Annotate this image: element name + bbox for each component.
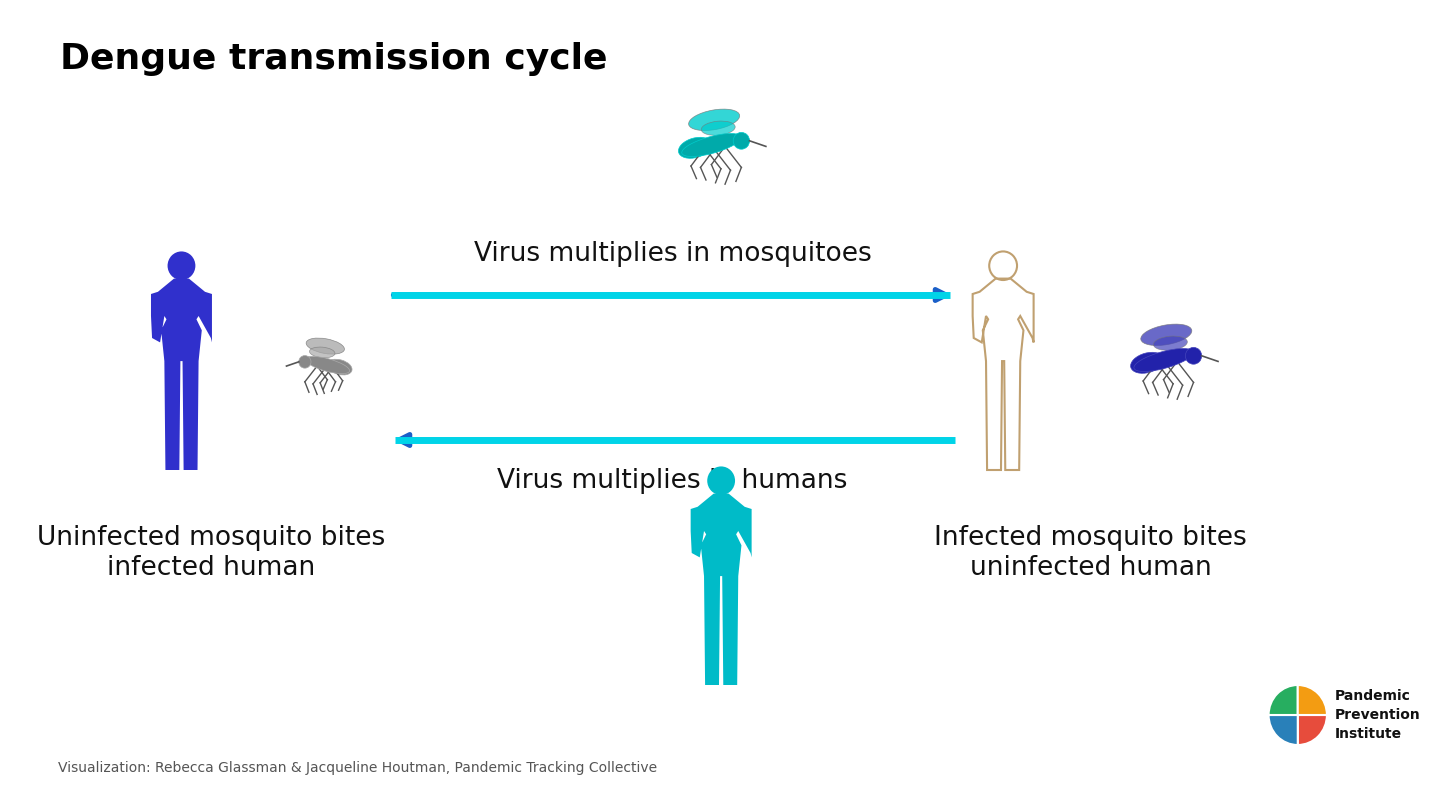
Text: Virus multiplies in mosquitoes: Virus multiplies in mosquitoes — [474, 241, 871, 267]
Wedge shape — [1269, 685, 1297, 715]
Ellipse shape — [1133, 348, 1194, 371]
Ellipse shape — [688, 109, 740, 131]
Text: Uninfected mosquito bites
infected human: Uninfected mosquito bites infected human — [36, 525, 384, 581]
Circle shape — [298, 355, 311, 368]
Text: Visualization: Rebecca Glassman & Jacqueline Houtman, Pandemic Tracking Collecti: Visualization: Rebecca Glassman & Jacque… — [58, 761, 657, 775]
Ellipse shape — [305, 356, 350, 374]
Ellipse shape — [1140, 324, 1192, 346]
Text: Pandemic
Prevention
Institute: Pandemic Prevention Institute — [1335, 688, 1420, 741]
Text: Dengue transmission cycle: Dengue transmission cycle — [60, 42, 608, 76]
Circle shape — [1185, 347, 1202, 364]
Ellipse shape — [681, 133, 742, 156]
Ellipse shape — [310, 347, 336, 358]
Wedge shape — [1269, 715, 1297, 745]
Ellipse shape — [1153, 336, 1188, 351]
Ellipse shape — [307, 338, 344, 354]
Text: Virus multiplies in humans: Virus multiplies in humans — [497, 468, 848, 494]
Polygon shape — [691, 493, 752, 685]
Circle shape — [707, 466, 734, 495]
Wedge shape — [1297, 685, 1326, 715]
Text: Infected mosquito bites
uninfected human: Infected mosquito bites uninfected human — [935, 525, 1247, 581]
Ellipse shape — [678, 137, 711, 159]
Ellipse shape — [1130, 352, 1164, 374]
Ellipse shape — [327, 359, 351, 375]
Ellipse shape — [701, 121, 736, 136]
Polygon shape — [151, 278, 212, 470]
Wedge shape — [1297, 715, 1326, 745]
Circle shape — [733, 132, 750, 149]
Circle shape — [167, 251, 196, 280]
